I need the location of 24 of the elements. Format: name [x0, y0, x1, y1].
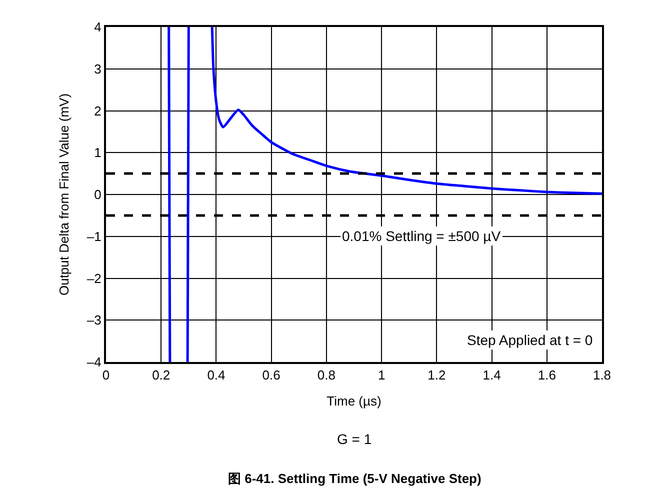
- x-axis-title: Time (µs): [326, 394, 382, 409]
- x-tick-label: 0.8: [317, 368, 336, 383]
- x-tick-label: 1.2: [428, 368, 446, 383]
- x-tick-label: 0.2: [152, 368, 170, 383]
- y-axis-title: Output Delta from Final Value (mV): [56, 93, 72, 296]
- x-tick-label: 0.6: [262, 368, 280, 383]
- annotation: 0.01% Settling = ±500 µV: [342, 228, 502, 244]
- x-tick-label: 0.4: [207, 368, 226, 383]
- x-tick-label: 1: [378, 368, 386, 383]
- y-tick-label: –3: [86, 312, 102, 328]
- x-tick-label: 1.8: [592, 368, 612, 383]
- y-tick-label: –4: [86, 354, 102, 370]
- y-tick-label: 0: [94, 187, 102, 202]
- y-tick-label: –1: [86, 228, 102, 244]
- y-tick-label: 2: [94, 103, 102, 118]
- x-tick-label: 1.6: [538, 368, 556, 383]
- caption: 图 6-41. Settling Time (5-V Negative Step): [228, 471, 482, 486]
- x-tick-label: 1.4: [482, 368, 501, 383]
- text: G = 1: [337, 431, 372, 447]
- y-tick-label: 1: [94, 145, 102, 160]
- y-tick-label: –2: [86, 270, 102, 286]
- annotation: Step Applied at t = 0: [467, 332, 593, 348]
- y-tick-label: 4: [94, 20, 102, 35]
- y-tick-label: 3: [94, 61, 102, 76]
